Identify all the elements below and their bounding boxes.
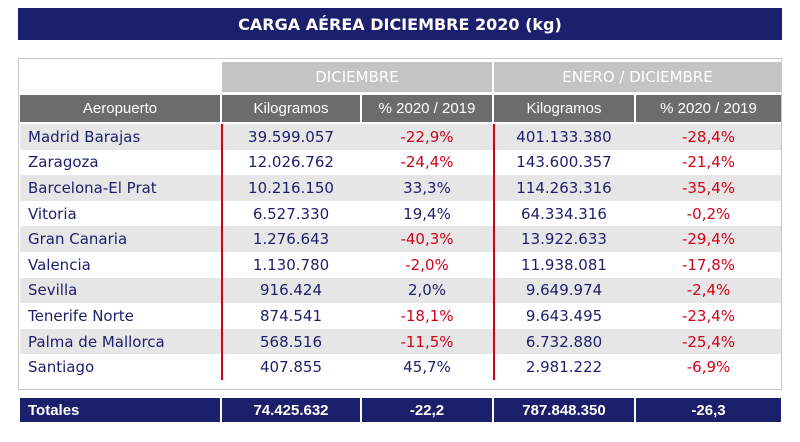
- cell-value: 10.216.150: [248, 178, 334, 197]
- table-frame: [18, 58, 782, 390]
- cell-value: -6,9%: [686, 358, 731, 377]
- airport-name: Sevilla: [28, 281, 78, 300]
- cell-value: 9.643.495: [525, 306, 603, 325]
- cell-value: -21,4%: [681, 153, 736, 172]
- airport-name: Madrid Barajas: [28, 127, 141, 146]
- cell-value: 401.133.380: [516, 127, 612, 146]
- totals-value: 787.848.350: [494, 398, 634, 422]
- cell-value: 143.600.357: [516, 153, 612, 172]
- airport-name: Vitoria: [28, 204, 77, 223]
- cell-value: -24,4%: [400, 153, 454, 172]
- totals-value: -26,3: [636, 398, 781, 422]
- cell-value: 916.424: [259, 281, 323, 300]
- cell-value: 874.541: [259, 306, 323, 325]
- cell-value: 39.599.057: [248, 127, 334, 146]
- cell-value: 12.026.762: [248, 153, 334, 172]
- column-header: % 2020 / 2019: [636, 95, 781, 122]
- cell-value: 19,4%: [403, 204, 451, 223]
- cell-value: 6.527.330: [252, 204, 330, 223]
- row-band: [20, 277, 781, 304]
- cell-value: -11,5%: [400, 332, 454, 351]
- cell-value: 33,3%: [403, 178, 451, 197]
- cell-value: -35,4%: [681, 178, 736, 197]
- airport-name: Zaragoza: [28, 153, 99, 172]
- airport-name: Tenerife Norte: [28, 306, 134, 325]
- separator: [221, 124, 223, 380]
- column-header: Kilogramos: [494, 95, 634, 122]
- totals-label: Totales: [20, 398, 220, 422]
- row-band: [20, 226, 781, 252]
- cell-value: 45,7%: [403, 358, 451, 377]
- group-header: ENERO / DICIEMBRE: [494, 62, 781, 92]
- airport-name: Palma de Mallorca: [28, 332, 165, 351]
- cell-value: -22,9%: [400, 127, 454, 146]
- cell-value: 568.516: [259, 332, 323, 351]
- column-header: Kilogramos: [222, 95, 360, 122]
- cell-value: -29,4%: [681, 230, 736, 249]
- title: CARGA AÉREA DICIEMBRE 2020 (kg): [18, 8, 782, 40]
- column-header: % 2020 / 2019: [362, 95, 492, 122]
- cell-value: -28,4%: [681, 127, 736, 146]
- airport-name: Gran Canaria: [28, 230, 128, 249]
- column-header: Aeropuerto: [20, 95, 220, 122]
- cell-value: -0,2%: [686, 204, 731, 223]
- cell-value: 407.855: [259, 358, 323, 377]
- totals-value: -22,2: [362, 398, 492, 422]
- cell-value: 2.981.222: [525, 358, 603, 377]
- row-band: [20, 328, 781, 355]
- cell-value: 1.276.643: [252, 230, 330, 249]
- group-header: DICIEMBRE: [222, 62, 492, 92]
- cell-value: 114.263.316: [516, 178, 612, 197]
- cell-value: -17,8%: [681, 255, 736, 274]
- cell-value: -2,4%: [686, 281, 731, 300]
- row-band: [20, 124, 781, 150]
- airport-name: Valencia: [28, 255, 91, 274]
- cell-value: 64.334.316: [521, 204, 607, 223]
- cell-value: -40,3%: [400, 230, 454, 249]
- cell-value: -23,4%: [681, 306, 736, 325]
- cell-value: 11.938.081: [521, 255, 607, 274]
- cell-value: 6.732.880: [525, 332, 603, 351]
- cell-value: -25,4%: [681, 332, 736, 351]
- cell-value: -2,0%: [405, 255, 449, 274]
- cell-value: 2,0%: [407, 281, 447, 300]
- airport-name: Santiago: [28, 358, 95, 377]
- airport-name: Barcelona-El Prat: [28, 178, 157, 197]
- cell-value: -18,1%: [400, 306, 454, 325]
- separator: [493, 124, 495, 380]
- totals-value: 74.425.632: [222, 398, 360, 422]
- cell-value: 9.649.974: [525, 281, 603, 300]
- cell-value: 13.922.633: [521, 230, 607, 249]
- row-band: [20, 175, 781, 201]
- cell-value: 1.130.780: [252, 255, 330, 274]
